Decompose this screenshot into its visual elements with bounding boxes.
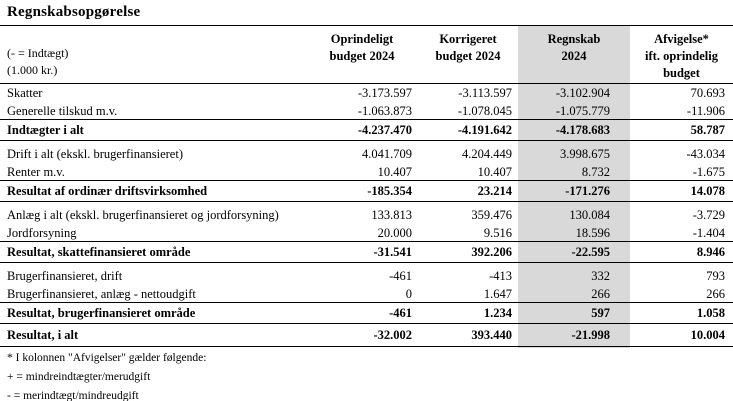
cell-oprindeligt: -461 <box>389 306 412 320</box>
cell-korrigeret: 1.647 <box>483 287 512 301</box>
cell-regnskab: 3.998.675 <box>560 147 610 161</box>
table-row: Generelle tilskud m.v. -1.063.873 -1.078… <box>0 102 733 120</box>
row-label: Anlæg i alt (ekskl. brugerfinansieret og… <box>7 208 279 222</box>
row-label: Brugerfinansieret, drift <box>7 269 123 283</box>
footnote-line: + = mindreindtægter/merudgift <box>7 371 151 383</box>
footnote-line: * I kolonnen "Afvigelser" gælder følgend… <box>7 352 207 364</box>
cell-oprindeligt: -185.354 <box>367 184 412 198</box>
cell-oprindeligt: 0 <box>405 287 412 301</box>
cell-regnskab: -21.998 <box>571 328 610 342</box>
row-label: Drift i alt (ekskl. brugerfinansieret) <box>7 147 183 161</box>
cell-oprindeligt: -461 <box>389 269 412 283</box>
table-total-row: Resultat, brugerfinansieret område -461 … <box>0 303 733 324</box>
row-label: Generelle tilskud m.v. <box>7 104 118 118</box>
row-label: Skatter <box>7 86 43 100</box>
cell-oprindeligt: -4.237.470 <box>357 123 412 137</box>
cell-afvigelse: -1.675 <box>692 165 725 179</box>
cell-regnskab: 266 <box>591 287 610 301</box>
cell-korrigeret: 1.234 <box>483 306 512 320</box>
page-title: Regnskabsopgørelse <box>7 4 141 20</box>
accounting-statement-table: (- = Indtægt) (1.000 kr.) Oprindeligt bu… <box>0 25 733 347</box>
cell-regnskab: 130.084 <box>569 208 610 222</box>
cell-korrigeret: -1.078.045 <box>457 104 512 118</box>
unit-note: (- = Indtægt) (1.000 kr.) <box>0 26 306 83</box>
cell-oprindeligt: 133.813 <box>371 208 412 222</box>
table-total-row: Resultat, skattefinansieret område -31.5… <box>0 242 733 263</box>
cell-regnskab: -22.595 <box>571 245 610 259</box>
table-grand-total-row: Resultat, i alt -32.002 393.440 -21.998 … <box>0 324 733 347</box>
table-row: Brugerfinansieret, anlæg - nettoudgift 0… <box>0 285 733 303</box>
cell-afvigelse: -11.906 <box>686 104 725 118</box>
cell-afvigelse: 10.004 <box>690 328 725 342</box>
cell-korrigeret: 393.440 <box>471 328 512 342</box>
cell-afvigelse: 793 <box>706 269 725 283</box>
cell-regnskab: -3.102.904 <box>555 86 610 100</box>
cell-oprindeligt: 4.041.709 <box>362 147 412 161</box>
footnotes: * I kolonnen "Afvigelser" gælder følgend… <box>7 349 206 401</box>
table-row: Renter m.v. 10.407 10.407 8.732 -1.675 <box>0 163 733 181</box>
row-label: Resultat af ordinær driftsvirksomhed <box>7 184 208 198</box>
table-row: Brugerfinansieret, drift -461 -413 332 7… <box>0 267 733 285</box>
cell-korrigeret: -4.191.642 <box>457 123 512 137</box>
cell-oprindeligt: -31.541 <box>373 245 412 259</box>
cell-regnskab: 8.732 <box>581 165 610 179</box>
cell-regnskab: 597 <box>591 306 610 320</box>
cell-afvigelse: 70.693 <box>690 86 725 100</box>
column-header-oprindeligt-budget: Oprindeligt budget 2024 <box>329 32 395 63</box>
row-label: Resultat, skattefinansieret område <box>7 245 191 259</box>
cell-korrigeret: 9.516 <box>483 226 512 240</box>
cell-korrigeret: 10.407 <box>477 165 512 179</box>
cell-oprindeligt: 20.000 <box>377 226 412 240</box>
cell-oprindeligt: -1.063.873 <box>357 104 412 118</box>
cell-korrigeret: 23.214 <box>477 184 512 198</box>
column-header-regnskab: Regnskab 2024 <box>547 32 601 63</box>
cell-korrigeret: 4.204.449 <box>462 147 512 161</box>
unit-note-line2: (1.000 kr.) <box>7 63 58 77</box>
cell-afvigelse: 14.078 <box>690 184 725 198</box>
cell-afvigelse: -43.034 <box>686 147 725 161</box>
cell-regnskab: -171.276 <box>565 184 610 198</box>
cell-korrigeret: 392.206 <box>471 245 512 259</box>
cell-regnskab: 332 <box>591 269 610 283</box>
cell-afvigelse: -3.729 <box>692 208 725 222</box>
cell-regnskab: 18.596 <box>575 226 610 240</box>
cell-regnskab: -1.075.779 <box>555 104 610 118</box>
table-header-row: (- = Indtægt) (1.000 kr.) Oprindeligt bu… <box>0 25 733 84</box>
row-label: Resultat, i alt <box>7 328 79 342</box>
unit-note-line1: (- = Indtægt) <box>7 46 69 60</box>
cell-afvigelse: -1.404 <box>692 226 725 240</box>
row-label: Renter m.v. <box>7 165 65 179</box>
table-row: Jordforsyning 20.000 9.516 18.596 -1.404 <box>0 224 733 242</box>
cell-korrigeret: -3.113.597 <box>458 86 512 100</box>
table-total-row: Indtægter i alt -4.237.470 -4.191.642 -4… <box>0 120 733 141</box>
row-label: Resultat, brugerfinansieret område <box>7 306 196 320</box>
cell-regnskab: -4.178.683 <box>555 123 610 137</box>
row-label: Brugerfinansieret, anlæg - nettoudgift <box>7 287 196 301</box>
footnote-line: - = merindtægt/mindreudgift <box>7 390 139 401</box>
column-header-afvigelse: Afvigelse* ift. oprindelig budget <box>645 32 718 80</box>
column-header-korrigeret-budget: Korrigeret budget 2024 <box>435 32 501 63</box>
row-label: Indtægter i alt <box>7 123 84 137</box>
cell-oprindeligt: -32.002 <box>373 328 412 342</box>
row-label: Jordforsyning <box>7 226 77 240</box>
cell-korrigeret: 359.476 <box>471 208 512 222</box>
cell-afvigelse: 8.946 <box>696 245 725 259</box>
table-row: Anlæg i alt (ekskl. brugerfinansieret og… <box>0 206 733 224</box>
table-row: Drift i alt (ekskl. brugerfinansieret) 4… <box>0 145 733 163</box>
table-row: Skatter -3.173.597 -3.113.597 -3.102.904… <box>0 84 733 102</box>
cell-afvigelse: 58.787 <box>690 123 725 137</box>
cell-oprindeligt: -3.173.597 <box>357 86 412 100</box>
cell-korrigeret: -413 <box>489 269 512 283</box>
regnskab-column-highlight <box>518 25 630 348</box>
cell-afvigelse: 266 <box>706 287 725 301</box>
table-total-row: Resultat af ordinær driftsvirksomhed -18… <box>0 181 733 202</box>
cell-oprindeligt: 10.407 <box>377 165 412 179</box>
cell-afvigelse: 1.058 <box>696 306 725 320</box>
